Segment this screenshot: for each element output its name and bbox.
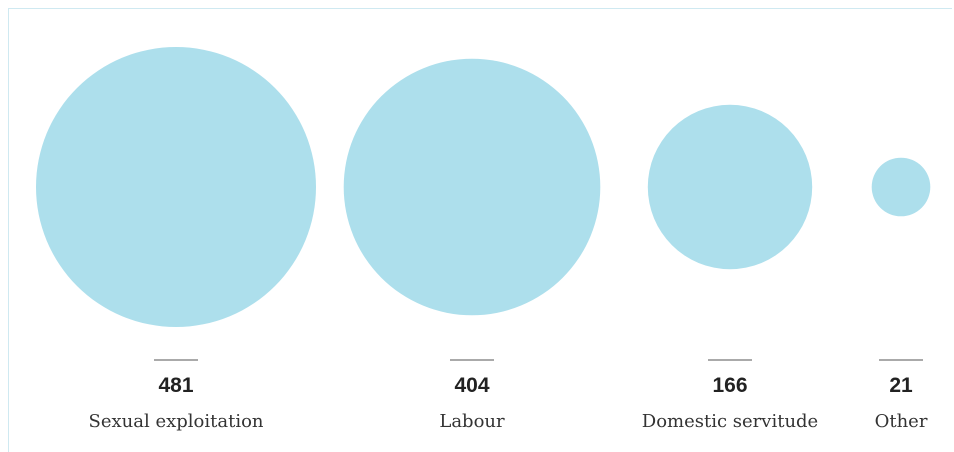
chart-frame — [8, 8, 952, 452]
bubble-other — [871, 157, 931, 217]
category-label-other: Other — [875, 411, 928, 432]
category-label-domestic-servitude: Domestic servitude — [642, 411, 818, 432]
bubble-domestic-servitude — [647, 104, 813, 270]
value-label-domestic-servitude: 166 — [712, 374, 747, 397]
value-label-other: 21 — [889, 374, 913, 397]
category-label-sexual-exploitation: Sexual exploitation — [89, 411, 264, 432]
bubble-labour — [343, 58, 601, 316]
category-label-labour: Labour — [439, 411, 505, 432]
bubble-sexual-exploitation — [36, 47, 316, 327]
value-label-labour: 404 — [454, 374, 489, 397]
value-label-sexual-exploitation: 481 — [158, 374, 193, 397]
